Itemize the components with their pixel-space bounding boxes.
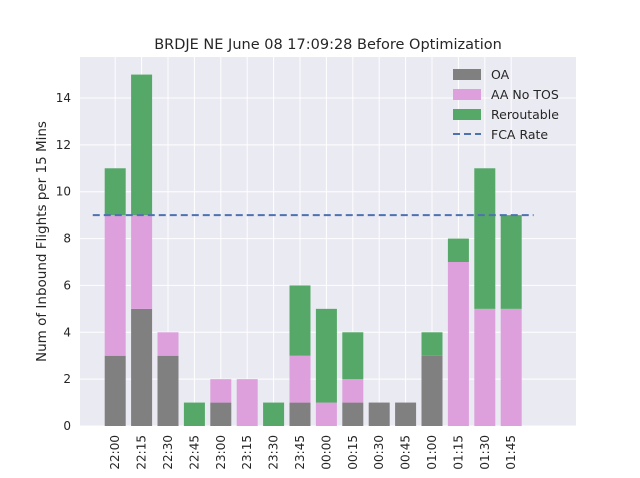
y-tick-label: 8 [63, 232, 71, 246]
legend-label-oa: OA [491, 67, 510, 82]
bar-oa-0030 [368, 402, 390, 426]
legend-swatch-oa [453, 69, 481, 80]
x-tick-label: 22:00 [108, 435, 122, 470]
legend: OA AA No TOS Reroutable FCA Rate [453, 67, 559, 142]
bar-reroutable-2245 [183, 402, 205, 426]
legend-swatch-reroutable [453, 109, 481, 120]
x-tick-label: 00:15 [346, 435, 360, 470]
x-tick-label: 23:30 [267, 435, 281, 470]
bar-aa-no-tos-0015 [342, 379, 364, 403]
y-tick-label: 2 [63, 372, 71, 386]
x-tick-label: 00:45 [399, 435, 413, 470]
bar-reroutable-0130 [474, 168, 496, 309]
bar-aa-no-tos-2230 [157, 332, 179, 356]
bar-reroutable-0145 [500, 215, 522, 309]
bar-oa-2345 [289, 402, 311, 426]
bar-aa-no-tos-0130 [474, 308, 496, 426]
bars [104, 74, 522, 426]
bar-aa-no-tos-2300 [210, 379, 232, 403]
y-tick-label: 4 [63, 325, 71, 339]
y-tick-label: 10 [56, 185, 71, 199]
bar-aa-no-tos-0000 [315, 402, 337, 426]
bar-reroutable-0015 [342, 332, 364, 380]
x-tick-label: 22:15 [135, 435, 149, 470]
bar-aa-no-tos-2215 [131, 215, 153, 309]
bar-reroutable-2200 [104, 168, 126, 216]
bar-oa-0045 [395, 402, 417, 426]
y-tick-labels: 0 2 4 6 8 10 12 14 [56, 91, 71, 433]
x-tick-label: 01:45 [504, 435, 518, 470]
bar-aa-no-tos-0115 [447, 262, 469, 426]
legend-swatch-aa-no-tos [453, 89, 481, 100]
legend-label-fca-rate: FCA Rate [491, 127, 548, 142]
x-tick-label: 23:15 [240, 435, 254, 470]
legend-label-aa-no-tos: AA No TOS [491, 87, 559, 102]
x-tick-label: 22:45 [187, 435, 201, 470]
x-tick-label: 01:00 [425, 435, 439, 470]
bar-oa-2230 [157, 355, 179, 426]
bar-reroutable-2330 [263, 402, 285, 426]
bar-oa-2215 [131, 308, 153, 426]
legend-label-reroutable: Reroutable [491, 107, 559, 122]
bar-reroutable-2215 [131, 74, 153, 216]
y-tick-label: 14 [56, 91, 71, 105]
x-tick-label: 01:15 [451, 435, 465, 470]
bar-reroutable-2345 [289, 285, 311, 356]
bar-oa-0015 [342, 402, 364, 426]
bar-reroutable-0000 [315, 308, 337, 403]
x-tick-label: 23:45 [293, 435, 307, 470]
y-tick-label: 0 [63, 419, 71, 433]
bar-reroutable-0115 [447, 238, 469, 262]
y-axis-label: Num of Inbound Flights per 15 Mins [34, 121, 50, 362]
chart-title: BRDJE NE June 08 17:09:28 Before Optimiz… [154, 37, 502, 53]
bar-oa-2200 [104, 355, 126, 426]
x-tick-label: 01:30 [478, 435, 492, 470]
bar-oa-0100 [421, 355, 443, 426]
bar-aa-no-tos-2345 [289, 355, 311, 403]
bar-oa-2300 [210, 402, 232, 426]
bar-aa-no-tos-0145 [500, 308, 522, 426]
x-tick-label: 22:30 [161, 435, 175, 470]
x-tick-label: 23:00 [214, 435, 228, 470]
x-tick-label: 00:30 [372, 435, 386, 470]
x-tick-label: 00:00 [319, 435, 333, 470]
y-tick-label: 12 [56, 138, 71, 152]
bar-aa-no-tos-2200 [104, 215, 126, 356]
bar-reroutable-0100 [421, 332, 443, 356]
y-tick-label: 6 [63, 278, 71, 292]
bar-aa-no-tos-2315 [236, 379, 258, 426]
x-tick-labels: 22:00 22:15 22:30 22:45 23:00 23:15 23:30 23:45… [108, 435, 518, 470]
